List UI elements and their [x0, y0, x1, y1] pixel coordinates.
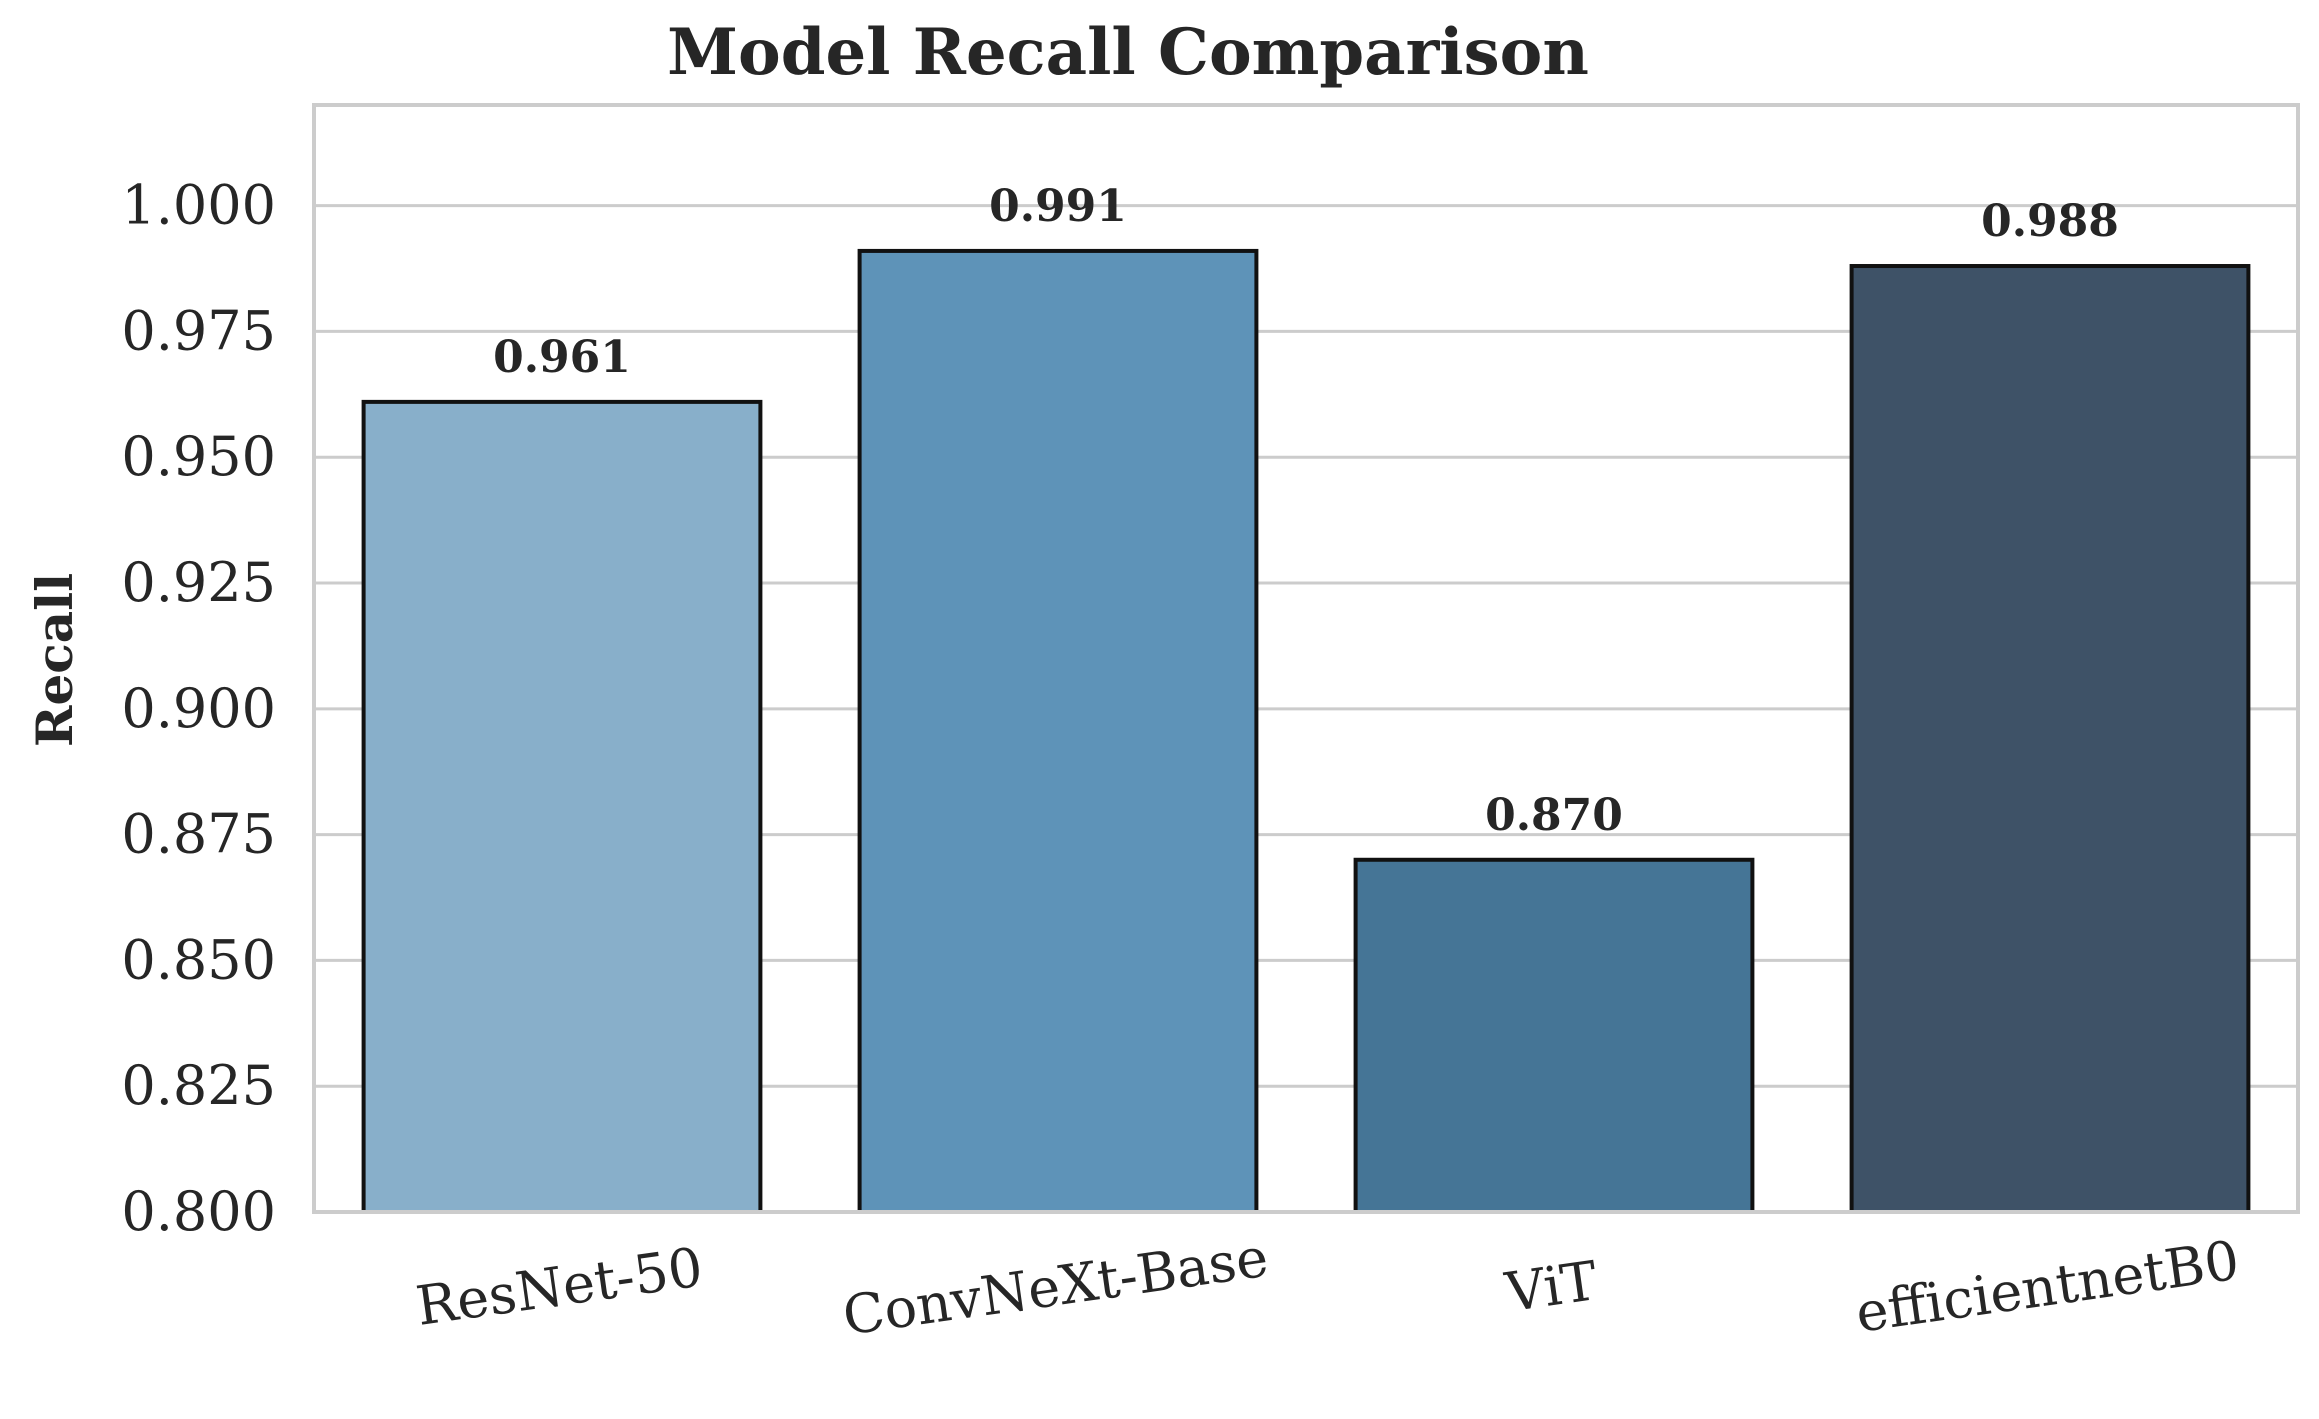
y-tick-label: 1.000	[121, 174, 276, 237]
y-tick-label: 0.875	[121, 803, 276, 866]
x-axis-ticks: ResNet-50 ConvNeXt-Base ViT efficientnetB0	[412, 1226, 2243, 1348]
value-label: 0.870	[1485, 790, 1623, 841]
bar-efficientnetb0	[1849, 264, 2251, 1214]
value-label: 0.961	[493, 332, 631, 383]
bar-convnext-base	[857, 248, 1259, 1214]
y-tick-label: 0.900	[121, 677, 276, 740]
y-tick-label: 0.950	[121, 425, 276, 488]
bar-resnet-50	[361, 399, 763, 1214]
bars	[361, 248, 2251, 1214]
x-tick-label: efficientnetB0	[1852, 1229, 2243, 1345]
x-tick-label: ResNet-50	[412, 1235, 706, 1337]
bar-vit	[1353, 857, 1755, 1214]
x-tick-label: ConvNeXt-Base	[839, 1226, 1272, 1348]
value-label: 0.988	[1981, 196, 2119, 247]
y-tick-label: 0.925	[121, 551, 276, 614]
y-axis-ticks: 0.800 0.825 0.850 0.875 0.900 0.925 0.950 0.975…	[121, 174, 276, 1243]
value-labels: 0.961 0.991 0.870 0.988	[493, 181, 2119, 841]
y-tick-label: 0.975	[121, 299, 276, 362]
value-label: 0.991	[989, 181, 1127, 232]
x-tick-label: ViT	[1501, 1249, 1601, 1324]
y-tick-label: 0.825	[121, 1054, 276, 1117]
chart-title: Model Recall Comparison	[667, 15, 1589, 90]
y-tick-label: 0.800	[121, 1180, 276, 1243]
y-tick-label: 0.850	[121, 928, 276, 991]
plot-frame	[312, 103, 2300, 1214]
y-axis-label: Recall	[25, 573, 84, 747]
